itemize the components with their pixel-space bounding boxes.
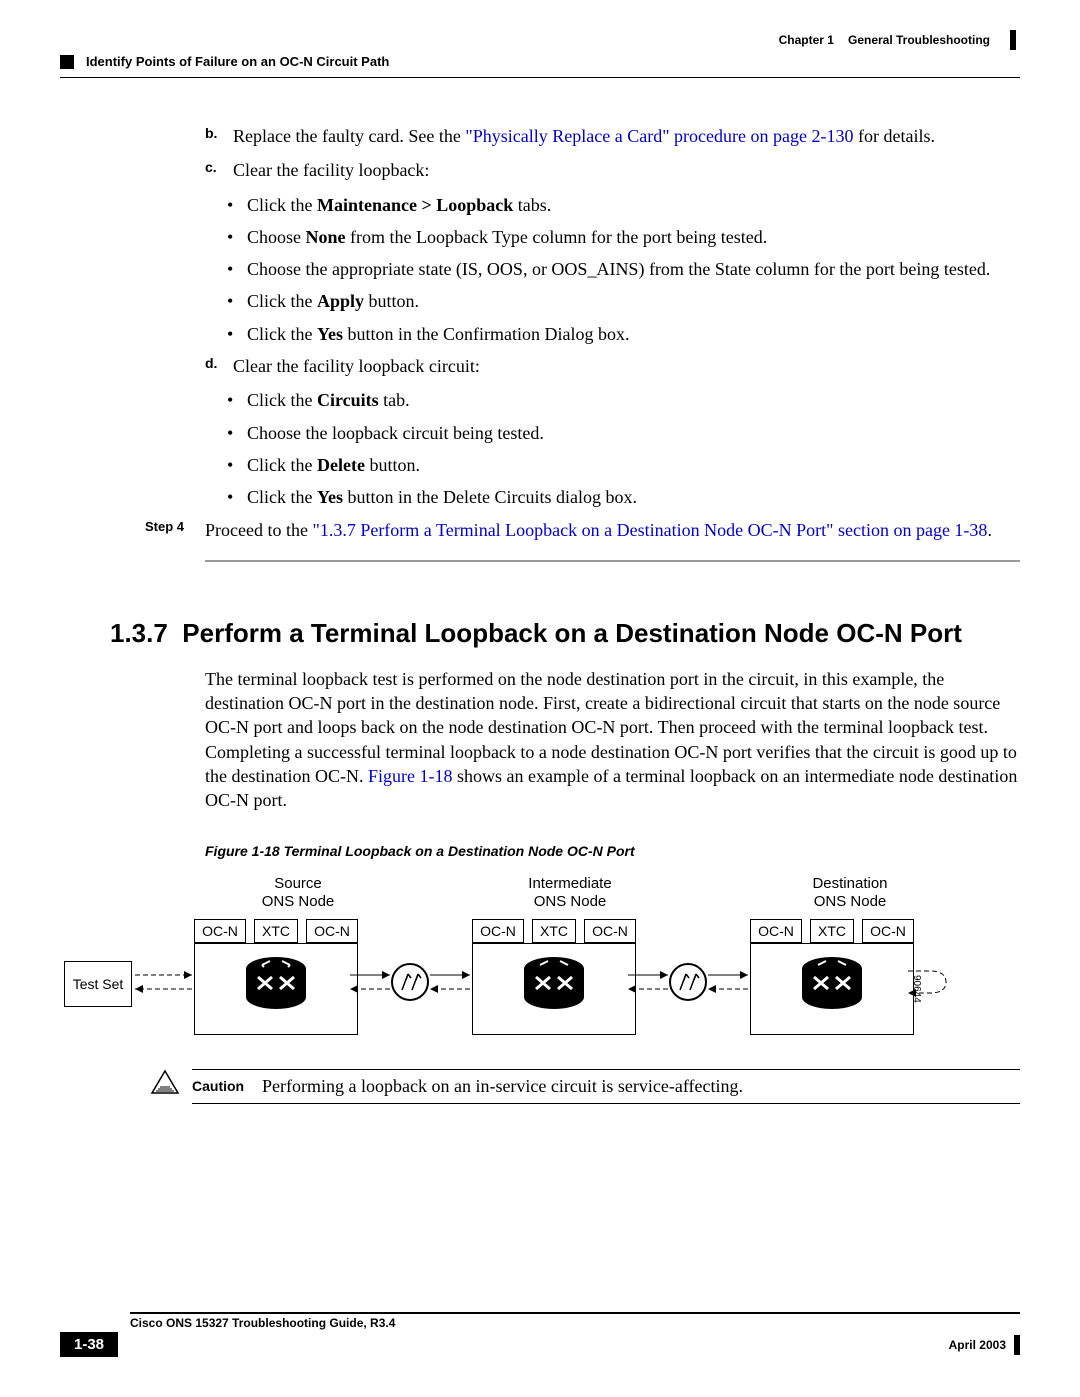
link-figure-1-18[interactable]: Figure 1-18 <box>368 766 453 786</box>
chapter-label: Chapter 1 <box>779 33 834 47</box>
figure-id: 90644 <box>911 975 922 1003</box>
header-square-marker <box>60 55 74 69</box>
bullet-item: Click the Circuits tab. <box>247 388 410 412</box>
port-ocn: OC-N <box>194 919 246 943</box>
step-b-text: Replace the faulty card. See the "Physic… <box>233 124 935 148</box>
header-marker <box>1010 30 1016 50</box>
footer-marker <box>1014 1335 1020 1355</box>
step-d-bullets: •Click the Circuits tab. •Choose the loo… <box>205 388 1020 509</box>
bullet-item: Click the Yes button in the Delete Circu… <box>247 485 637 509</box>
figure-diagram: Test Set Source ONS Node Intermediate ON… <box>60 875 1020 1045</box>
step-c-text: Clear the facility loopback: <box>233 158 429 182</box>
section-running-title: Identify Points of Failure on an OC-N Ci… <box>86 54 389 69</box>
caution-icon <box>148 1069 182 1100</box>
port-ocn: OC-N <box>750 919 802 943</box>
bullet-item: Click the Apply button. <box>247 289 419 313</box>
section-divider <box>205 560 1020 562</box>
router-icon <box>522 955 586 1009</box>
step-b-label: b. <box>205 124 233 148</box>
bullet-item: Choose the appropriate state (IS, OOS, o… <box>247 257 990 281</box>
page-number: 1-38 <box>60 1332 118 1357</box>
intermediate-node-label: Intermediate ONS Node <box>500 875 640 911</box>
bullet-item: Click the Delete button. <box>247 453 420 477</box>
figure-caption: Figure 1-18 Terminal Loopback on a Desti… <box>60 843 1020 859</box>
document-page: Chapter 1 General Troubleshooting Identi… <box>0 0 1080 1397</box>
caution-text: Performing a loopback on an in-service c… <box>262 1076 743 1097</box>
section-heading: 1.3.7 Perform a Terminal Loopback on a D… <box>110 618 1020 649</box>
link-replace-card[interactable]: "Physically Replace a Card" procedure on… <box>465 126 853 146</box>
destination-node-label: Destination ONS Node <box>780 875 920 911</box>
port-xtc: XTC <box>532 919 576 943</box>
amplifier-icon <box>669 963 707 1001</box>
caution-rule-top <box>192 1069 1020 1070</box>
footer-doc-title: Cisco ONS 15327 Troubleshooting Guide, R… <box>60 1316 1020 1330</box>
bullet-item: Choose None from the Loopback Type colum… <box>247 225 767 249</box>
chapter-title: General Troubleshooting <box>848 33 990 47</box>
step-4-text: Proceed to the "1.3.7 Perform a Terminal… <box>205 518 992 542</box>
body-content: b. Replace the faulty card. See the "Phy… <box>60 78 1020 562</box>
port-xtc: XTC <box>810 919 854 943</box>
page-header: Chapter 1 General Troubleshooting Identi… <box>60 30 1020 78</box>
step-c-label: c. <box>205 158 233 182</box>
caution-rule-bottom <box>192 1103 1020 1104</box>
bullet-item: Click the Maintenance > Loopback tabs. <box>247 193 551 217</box>
bullet-item: Click the Yes button in the Confirmation… <box>247 322 629 346</box>
caution-label: Caution <box>192 1076 262 1097</box>
step-4-label: Step 4 <box>145 518 205 542</box>
step-d-text: Clear the facility loopback circuit: <box>233 354 480 378</box>
router-icon <box>244 955 308 1009</box>
page-footer: Cisco ONS 15327 Troubleshooting Guide, R… <box>60 1312 1020 1357</box>
port-ocn: OC-N <box>306 919 358 943</box>
port-xtc: XTC <box>254 919 298 943</box>
port-ocn: OC-N <box>472 919 524 943</box>
link-section-137[interactable]: "1.3.7 Perform a Terminal Loopback on a … <box>312 520 987 540</box>
section-paragraph: The terminal loopback test is performed … <box>60 667 1020 813</box>
bullet-item: Choose the loopback circuit being tested… <box>247 421 544 445</box>
caution-block: Caution Performing a loopback on an in-s… <box>60 1069 1020 1110</box>
source-node-label: Source ONS Node <box>238 875 358 911</box>
port-ocn: OC-N <box>862 919 914 943</box>
port-ocn: OC-N <box>584 919 636 943</box>
step-c-bullets: •Click the Maintenance > Loopback tabs. … <box>205 193 1020 346</box>
footer-date: April 2003 <box>949 1338 1006 1352</box>
step-d-label: d. <box>205 354 233 378</box>
router-icon <box>800 955 864 1009</box>
test-set-box: Test Set <box>64 961 132 1008</box>
amplifier-icon <box>391 963 429 1001</box>
